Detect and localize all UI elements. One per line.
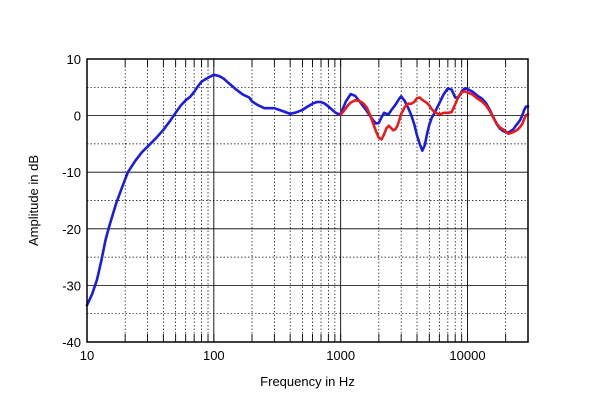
- chart-series: [85, 73, 530, 307]
- x-tick-label: 100: [203, 348, 225, 363]
- x-tick-label: 1000: [326, 348, 355, 363]
- series-line-2: [339, 90, 530, 141]
- x-tick-label: 10000: [449, 348, 485, 363]
- x-axis-label: Frequency in Hz: [260, 374, 355, 389]
- y-axis-label: Amplitude in dB: [26, 155, 41, 246]
- y-tick-label: -30: [62, 278, 81, 293]
- plot-frame: [86, 58, 529, 343]
- y-tick-label: 0: [74, 109, 81, 124]
- y-tick-label: -10: [62, 165, 81, 180]
- y-tick-label: 10: [67, 52, 81, 67]
- series-line-1: [85, 73, 530, 307]
- y-tick-label: -40: [62, 335, 81, 350]
- chart-grid: [86, 58, 529, 343]
- y-tick-label: -20: [62, 222, 81, 237]
- x-tick-label: 10: [80, 348, 94, 363]
